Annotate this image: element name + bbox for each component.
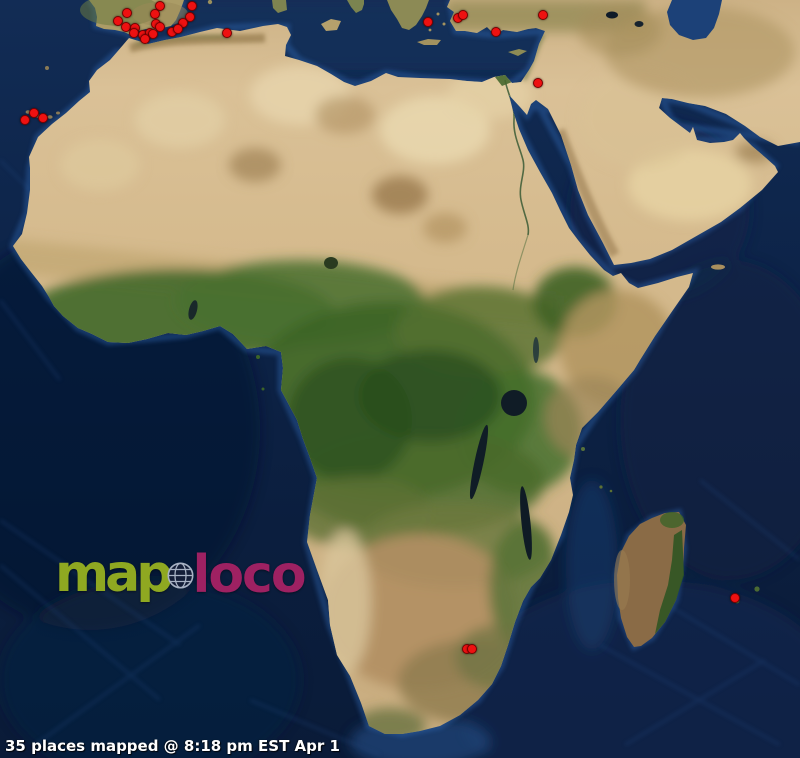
map-marker[interactable] [38, 113, 48, 123]
logo-map-text: map [55, 544, 173, 604]
status-caption: 35 places mapped @ 8:18 pm EST Apr 1 [5, 737, 340, 755]
map-marker[interactable] [122, 8, 132, 18]
map-marker[interactable] [185, 12, 195, 22]
map-marker[interactable] [155, 22, 165, 32]
map-marker[interactable] [187, 1, 197, 11]
map-marker[interactable] [467, 644, 477, 654]
map-marker[interactable] [491, 27, 501, 37]
map-marker[interactable] [29, 108, 39, 118]
map-marker[interactable] [458, 10, 468, 20]
maploco-logo: map loco [55, 544, 307, 605]
globe-icon [167, 562, 193, 589]
map-marker[interactable] [538, 10, 548, 20]
map-marker[interactable] [155, 1, 165, 11]
map-marker[interactable] [173, 24, 183, 34]
caspian-sea [606, 0, 722, 40]
map-marker[interactable] [148, 29, 158, 39]
map-marker[interactable] [423, 17, 433, 27]
map-marker[interactable] [730, 593, 740, 603]
map-marker[interactable] [150, 9, 160, 19]
logo-loco-text: loco [192, 545, 307, 605]
map-marker[interactable] [140, 34, 150, 44]
map-marker[interactable] [113, 16, 123, 26]
madagascar [614, 512, 686, 647]
map-marker[interactable] [178, 18, 188, 28]
map-marker[interactable] [20, 115, 30, 125]
lakes [188, 257, 539, 560]
map-marker[interactable] [222, 28, 232, 38]
map-marker[interactable] [533, 78, 543, 88]
